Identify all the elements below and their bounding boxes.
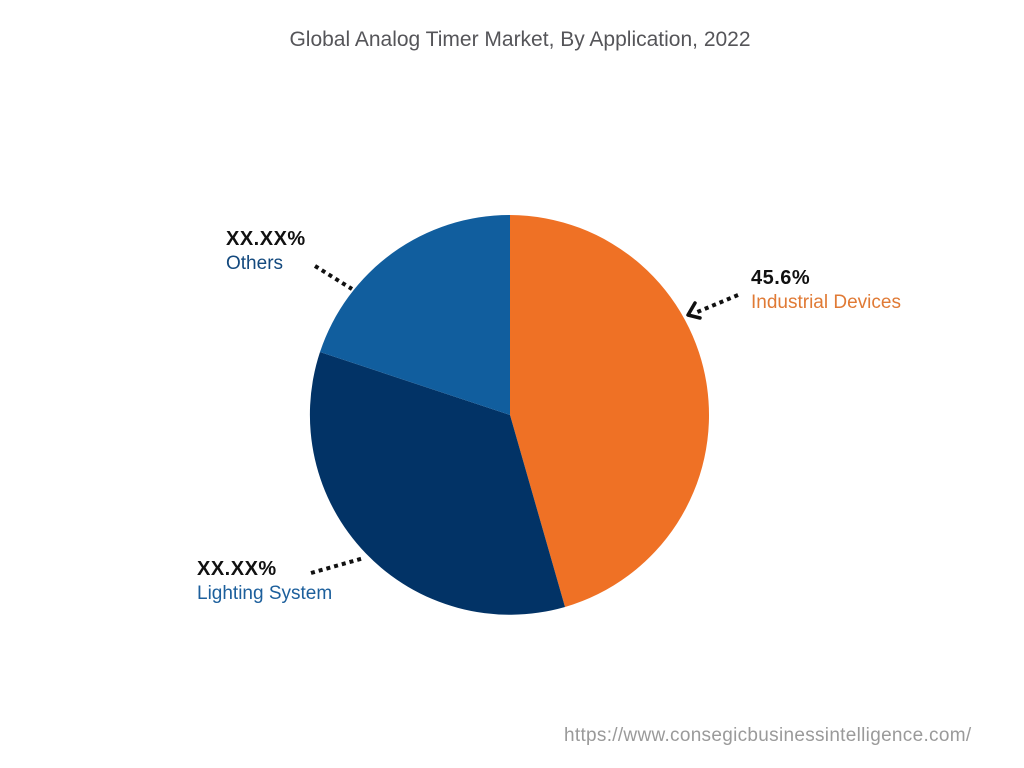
industrial-percent: 45.6% bbox=[751, 267, 811, 289]
lighting-percent: XX.XX% bbox=[197, 558, 277, 580]
label-lighting-system: XX.XX% Lighting System bbox=[197, 558, 332, 605]
others-percent: XX.XX% bbox=[226, 228, 306, 250]
lighting-name: Lighting System bbox=[197, 583, 333, 604]
arrow-head-icon bbox=[686, 301, 702, 320]
leader-lighting bbox=[310, 556, 365, 575]
slice-industrial-devices bbox=[510, 215, 710, 607]
industrial-name: Industrial Devices bbox=[751, 292, 901, 313]
leader-industrial bbox=[694, 293, 739, 315]
label-others: XX.XX% Others bbox=[226, 228, 306, 275]
chart-title: Global Analog Timer Market, By Applicati… bbox=[289, 28, 751, 51]
others-name: Others bbox=[226, 253, 284, 274]
slice-others bbox=[320, 214, 510, 415]
slice-lighting-system bbox=[309, 352, 565, 615]
leader-others bbox=[313, 264, 354, 291]
label-industrial-devices: 45.6% Industrial Devices bbox=[751, 267, 901, 314]
source-url: https://www.consegicbusinessintelligence… bbox=[564, 725, 972, 746]
